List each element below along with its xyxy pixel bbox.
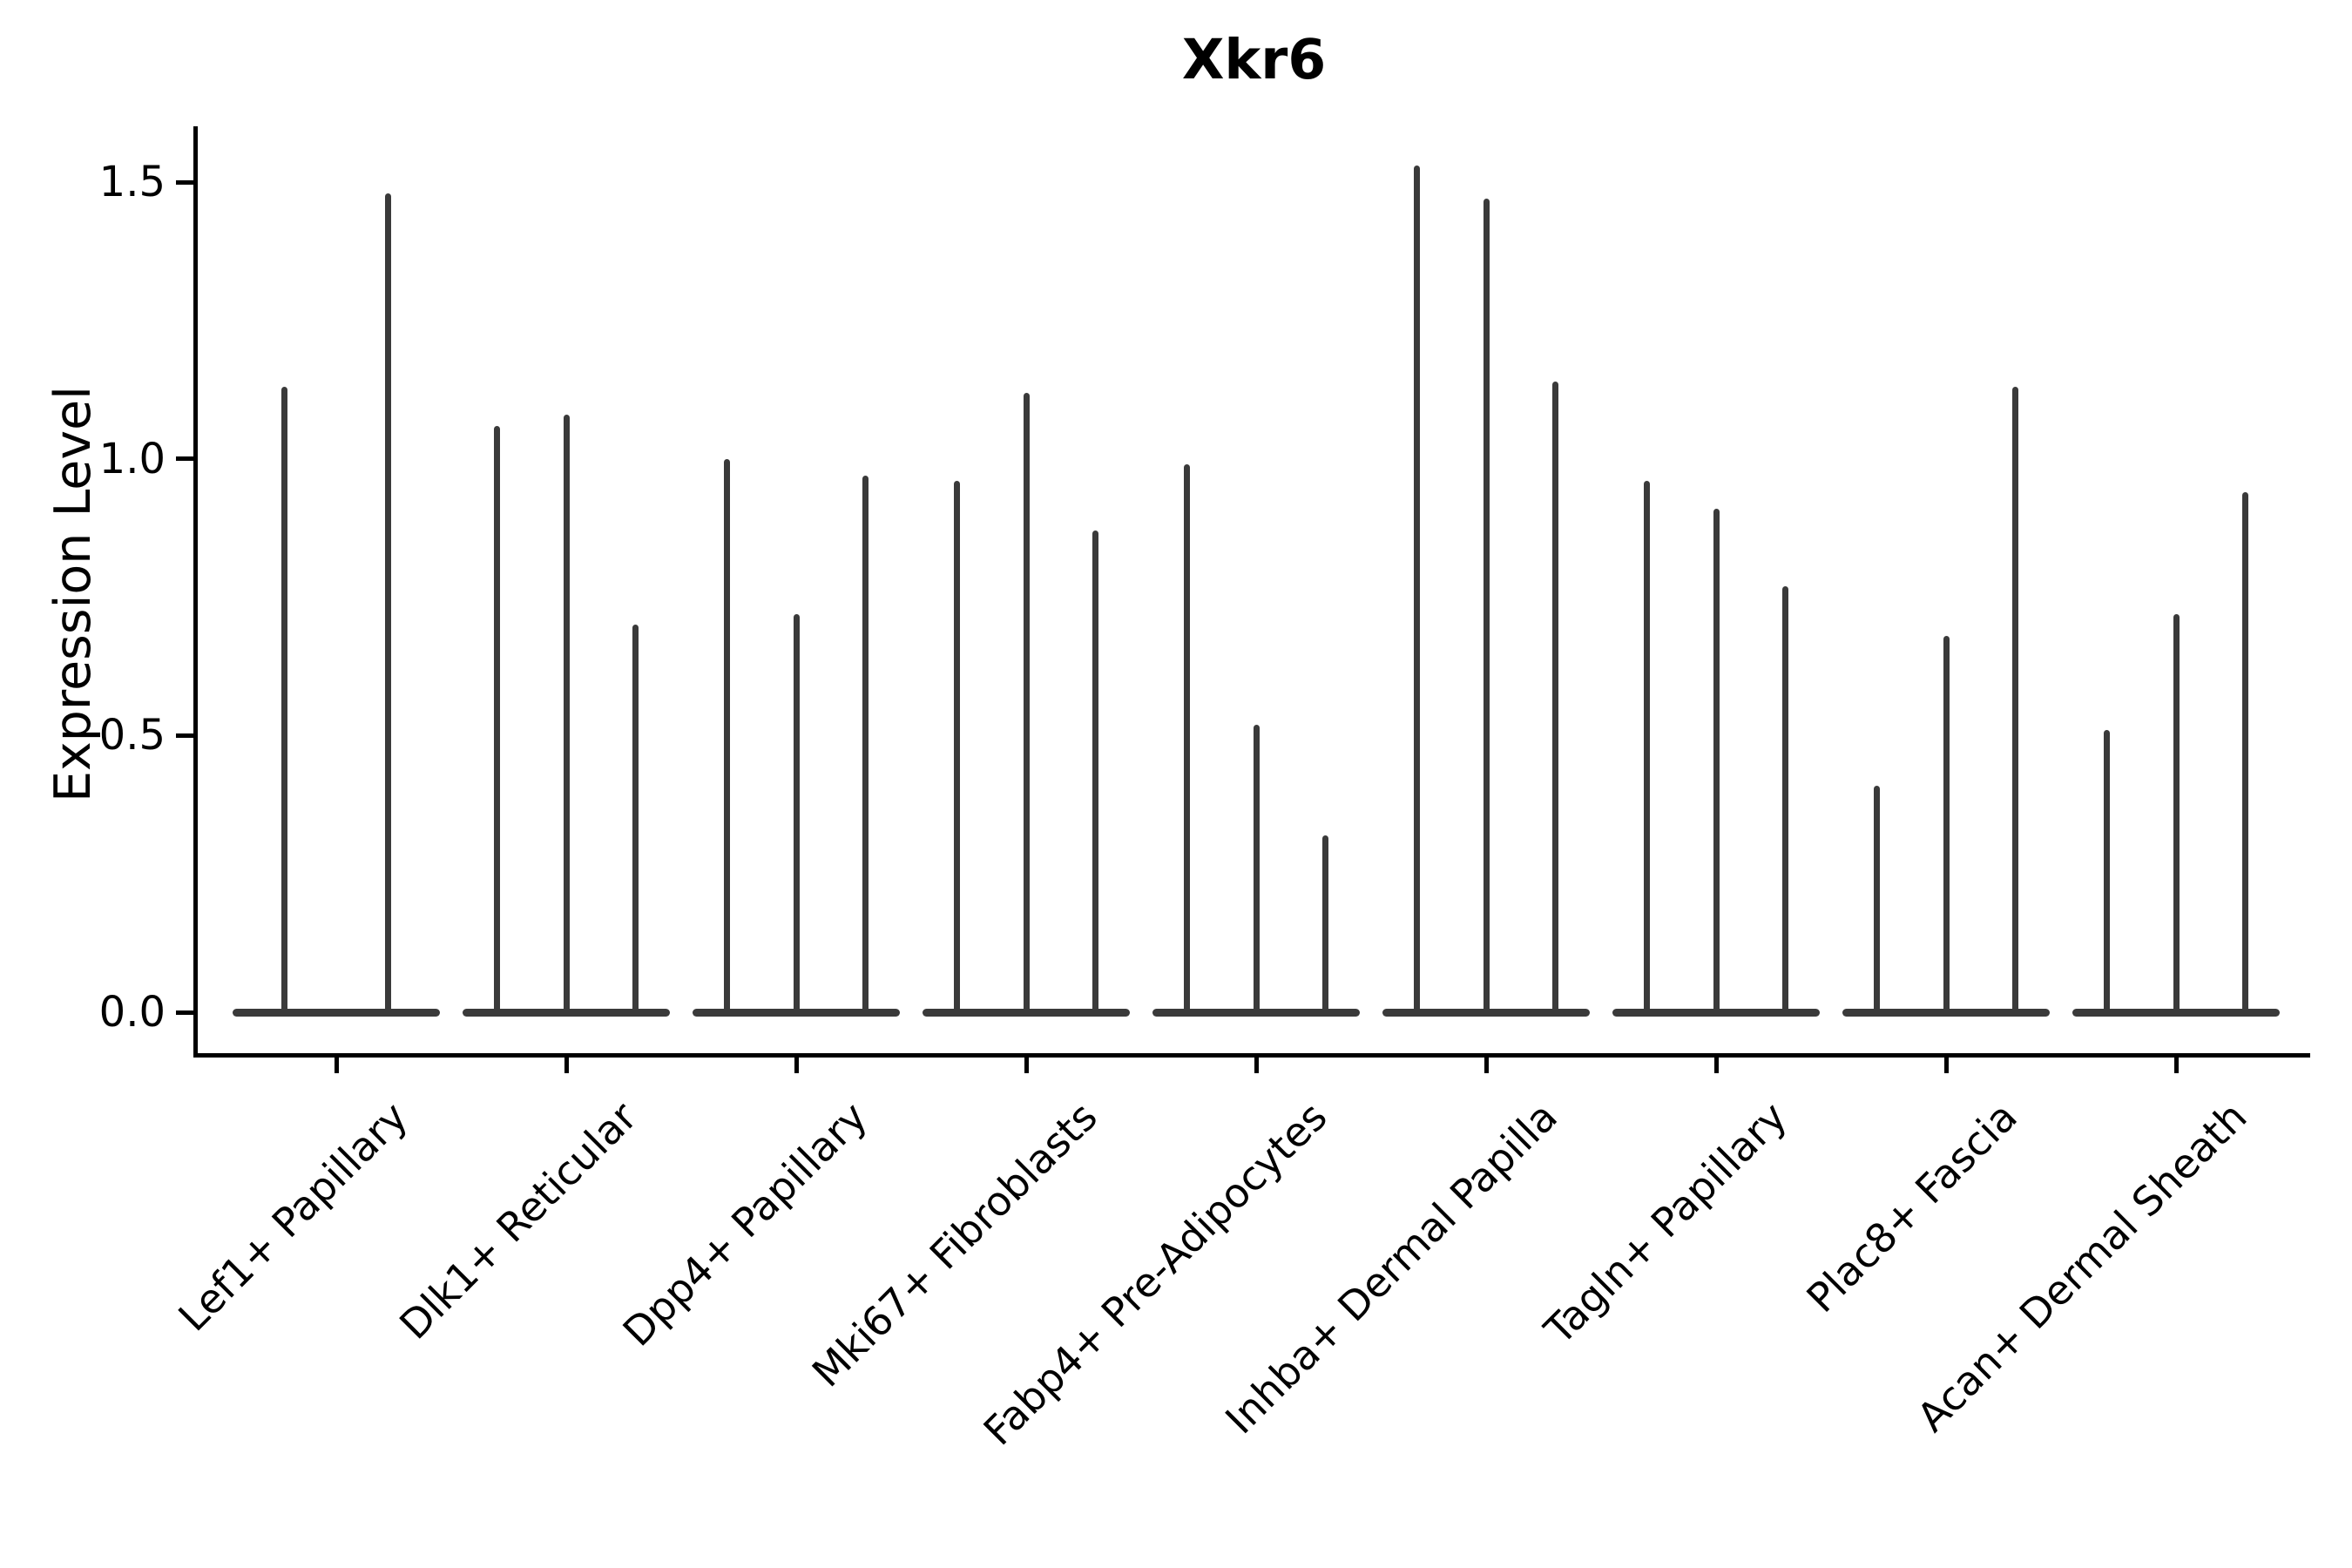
violin-spike <box>1943 636 1950 1012</box>
violin-spike <box>1023 392 1030 1012</box>
y-axis-tick <box>176 179 193 185</box>
violin-base <box>923 1008 1130 1017</box>
violin-spike <box>1092 531 1098 1012</box>
violin-spike <box>1414 166 1421 1012</box>
x-axis-tick <box>1943 1058 1949 1073</box>
violin-base <box>693 1008 900 1017</box>
x-axis-tick-label category-label: Plac8+ Fascia <box>1797 1092 2026 1321</box>
violin-spike <box>793 613 800 1012</box>
x-axis-spine <box>193 1053 2310 1058</box>
x-axis-tick <box>1024 1058 1029 1073</box>
violin-spike <box>2241 491 2248 1012</box>
x-axis-tick <box>2173 1058 2179 1073</box>
y-axis-tick <box>176 456 193 462</box>
x-axis-tick <box>1254 1058 1259 1073</box>
x-axis-tick-label category-label: Lef1+ Papillary <box>168 1092 416 1341</box>
x-axis-tick-label category-label: Tagln+ Papillary <box>1535 1092 1796 1354</box>
violin-base <box>1382 1008 1590 1017</box>
violin-spike <box>724 458 731 1012</box>
violin-spike <box>1781 585 1788 1012</box>
x-axis-tick <box>564 1058 569 1073</box>
y-axis-spine <box>193 126 198 1058</box>
violin-base <box>1612 1008 1820 1017</box>
x-axis-tick-label category-label: Dpp4+ Papillary <box>613 1092 876 1355</box>
violin-base <box>2072 1008 2280 1017</box>
violin-base <box>1152 1008 1360 1017</box>
violin-base <box>463 1008 670 1017</box>
violin-spike <box>1253 724 1260 1012</box>
violin-spike <box>632 625 639 1012</box>
y-axis-tick-label: 1.0 <box>98 434 166 483</box>
violin-spike <box>1713 508 1720 1012</box>
violin-spike <box>1321 835 1328 1012</box>
y-axis-tick <box>176 733 193 738</box>
violin-spike <box>1483 199 1490 1012</box>
violin-spike <box>2011 387 2018 1012</box>
y-axis-tick-label: 0.0 <box>98 988 166 1037</box>
violin-spike <box>2104 730 2111 1012</box>
x-axis-tick <box>1713 1058 1719 1073</box>
y-axis-tick <box>176 1010 193 1015</box>
violin-base <box>233 1008 440 1017</box>
violin-spike <box>954 481 961 1012</box>
violin-spike <box>494 425 501 1012</box>
violin-spike <box>563 414 570 1012</box>
x-axis-tick <box>794 1058 799 1073</box>
chart-title: Xkr6 <box>1181 28 1327 91</box>
violin-spike <box>384 193 391 1012</box>
violin-spike <box>281 387 288 1012</box>
x-axis-tick <box>1484 1058 1489 1073</box>
x-axis-tick <box>334 1058 339 1073</box>
violin-spike <box>862 475 868 1012</box>
violin-spike <box>1551 381 1558 1012</box>
violin-base <box>1842 1008 2050 1017</box>
violin-spike <box>1184 464 1191 1012</box>
y-axis-tick-label: 0.5 <box>98 711 166 760</box>
y-axis-label: Expression Level <box>44 386 102 802</box>
violin-spike <box>2173 613 2180 1012</box>
y-axis-tick-label: 1.5 <box>98 158 166 207</box>
violin-spike <box>1644 481 1651 1012</box>
violin-spike <box>1874 785 1881 1012</box>
x-axis-tick-label category-label: Dlk1+ Reticular <box>390 1092 646 1348</box>
